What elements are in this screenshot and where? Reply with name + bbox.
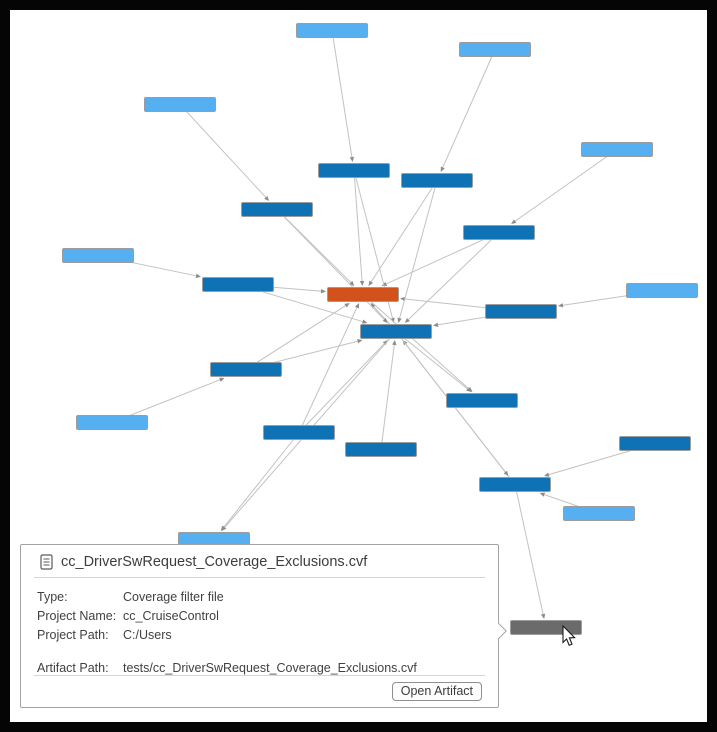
graph-node-focus-10[interactable] [327,287,399,302]
graph-node-artifact-18[interactable] [345,442,417,457]
tooltip-row-artifact-path: Artifact Path: tests/cc_DriverSwRequest_… [37,660,417,675]
graph-node-source-2[interactable] [144,97,216,112]
graph-node-artifact-9[interactable] [202,277,274,292]
graph-node-artifact-13[interactable] [360,324,432,339]
graph-node-artifact-4[interactable] [318,163,390,178]
tooltip-row-type: Type: Coverage filter file [37,589,224,604]
graph-node-source-3[interactable] [581,142,653,157]
tooltip-header: cc_DriverSwRequest_Coverage_Exclusions.c… [21,545,498,577]
graph-edges [97,30,663,619]
graph-node-source-1[interactable] [459,42,531,57]
open-artifact-button[interactable]: Open Artifact [391,682,482,701]
tooltip-callout-pointer [498,621,507,639]
graph-node-artifact-16[interactable] [263,425,335,440]
tooltip-divider-bottom [34,675,485,676]
graph-node-source-15[interactable] [76,415,148,430]
graph-node-artifact-20[interactable] [479,477,551,492]
graph-node-artifact-5[interactable] [401,173,473,188]
graph-node-artifact-19[interactable] [619,436,691,451]
graph-node-artifact-7[interactable] [463,225,535,240]
tooltip-row-project-name: Project Name: cc_CruiseControl [37,608,219,623]
graph-node-artifact-11[interactable] [485,304,557,319]
tooltip-rows: Type: Coverage filter file Project Name:… [21,578,498,677]
tooltip-row-project-path: Project Path: C:/Users [37,627,172,642]
graph-node-source-0[interactable] [296,23,368,38]
tooltip-footer: Open Artifact [391,682,482,701]
graph-node-artifact-6[interactable] [241,202,313,217]
graph-node-source-8[interactable] [62,248,134,263]
tooltip-row-gap [37,644,484,658]
dependency-graph-canvas: cc_DriverSwRequest_Coverage_Exclusions.c… [10,10,707,722]
mouse-cursor [562,625,576,647]
document-icon [40,554,53,570]
graph-node-source-12[interactable] [626,283,698,298]
graph-node-artifact-14[interactable] [210,362,282,377]
artifact-tooltip: cc_DriverSwRequest_Coverage_Exclusions.c… [20,544,499,708]
graph-node-artifact-17[interactable] [446,393,518,408]
graph-node-source-21[interactable] [563,506,635,521]
tooltip-divider-top [34,577,485,578]
tooltip-title: cc_DriverSwRequest_Coverage_Exclusions.c… [61,554,368,570]
